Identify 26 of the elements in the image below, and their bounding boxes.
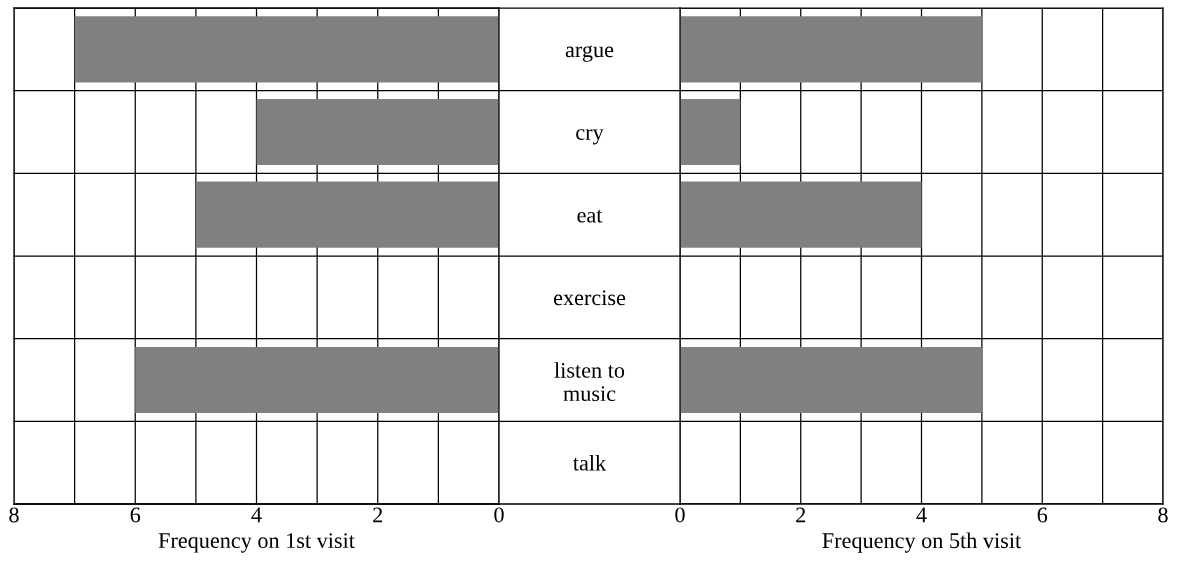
x-tick-label: 0 <box>675 507 685 523</box>
bar <box>680 98 741 166</box>
y-tick-label: exercise <box>553 290 626 306</box>
bar <box>680 16 982 83</box>
bar <box>74 16 499 83</box>
x-tick-label: 4 <box>251 507 262 523</box>
y-tick-label: argue <box>565 45 614 62</box>
x-tick-label: 2 <box>796 507 806 523</box>
bar <box>256 98 499 166</box>
x-axis-title: Frequency on 1st visit <box>158 533 355 553</box>
x-tick-label: 2 <box>373 507 383 523</box>
x-tick-label: 6 <box>130 507 141 523</box>
bar <box>135 346 499 414</box>
x-tick-label: 4 <box>916 507 927 523</box>
y-tick-label: talk <box>573 454 607 471</box>
y-tick-label: cry <box>576 129 604 145</box>
x-tick-label: 6 <box>1037 507 1048 523</box>
bar <box>680 181 922 248</box>
x-tick-label: 0 <box>494 507 504 523</box>
x-tick-label: 8 <box>1158 507 1168 523</box>
x-tick-label: 8 <box>9 507 19 523</box>
bar <box>680 346 982 414</box>
y-tick-label: eat <box>577 209 603 223</box>
y-tick-label: listen to music <box>554 362 625 402</box>
bar <box>195 181 499 248</box>
x-axis-title: Frequency on 5th visit <box>822 532 1022 553</box>
